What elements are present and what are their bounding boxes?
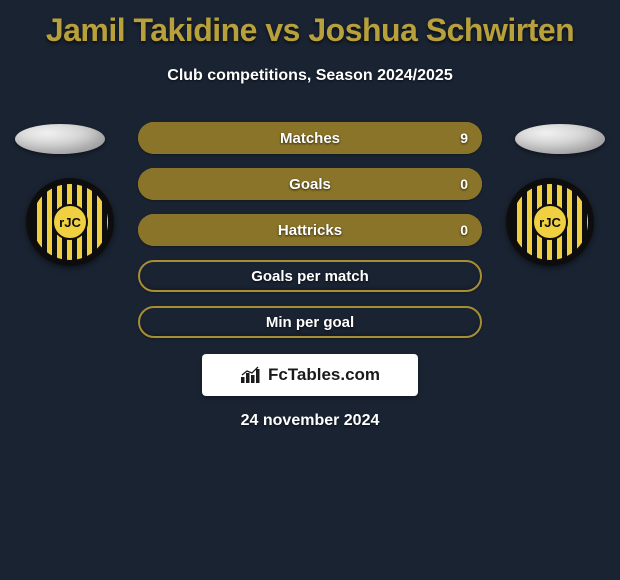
bar-chart-icon — [240, 366, 262, 384]
stat-bars-container: Matches 9 Goals 0 Hattricks 0 Goals per match M… — [138, 122, 482, 352]
player-avatar-right — [515, 124, 605, 154]
stat-bar: Min per goal — [138, 306, 482, 338]
stat-bar: Matches 9 — [138, 122, 482, 154]
stat-bar: Hattricks 0 — [138, 214, 482, 246]
stat-bar-label: Min per goal — [266, 314, 354, 331]
badge-text-right: rJC — [532, 204, 568, 240]
comparison-title: Jamil Takidine vs Joshua Schwirten — [0, 0, 620, 49]
stat-bar-label: Goals — [289, 176, 331, 193]
comparison-subtitle: Club competitions, Season 2024/2025 — [0, 67, 620, 85]
player-avatar-left — [15, 124, 105, 154]
badge-text-left: rJC — [52, 204, 88, 240]
stat-bar-label: Goals per match — [251, 268, 369, 285]
stat-bar-value: 9 — [460, 130, 468, 146]
stat-bar-label: Hattricks — [278, 222, 342, 239]
stat-bar: Goals 0 — [138, 168, 482, 200]
stat-bar: Goals per match — [138, 260, 482, 292]
club-badge-left: rJC — [26, 178, 114, 266]
date-label: 24 november 2024 — [0, 412, 620, 430]
stat-bar-value: 0 — [460, 222, 468, 238]
stat-bar-label: Matches — [280, 130, 340, 147]
source-logo: FcTables.com — [202, 354, 418, 396]
source-logo-text: FcTables.com — [268, 365, 380, 385]
stat-bar-value: 0 — [460, 176, 468, 192]
club-badge-right: rJC — [506, 178, 594, 266]
